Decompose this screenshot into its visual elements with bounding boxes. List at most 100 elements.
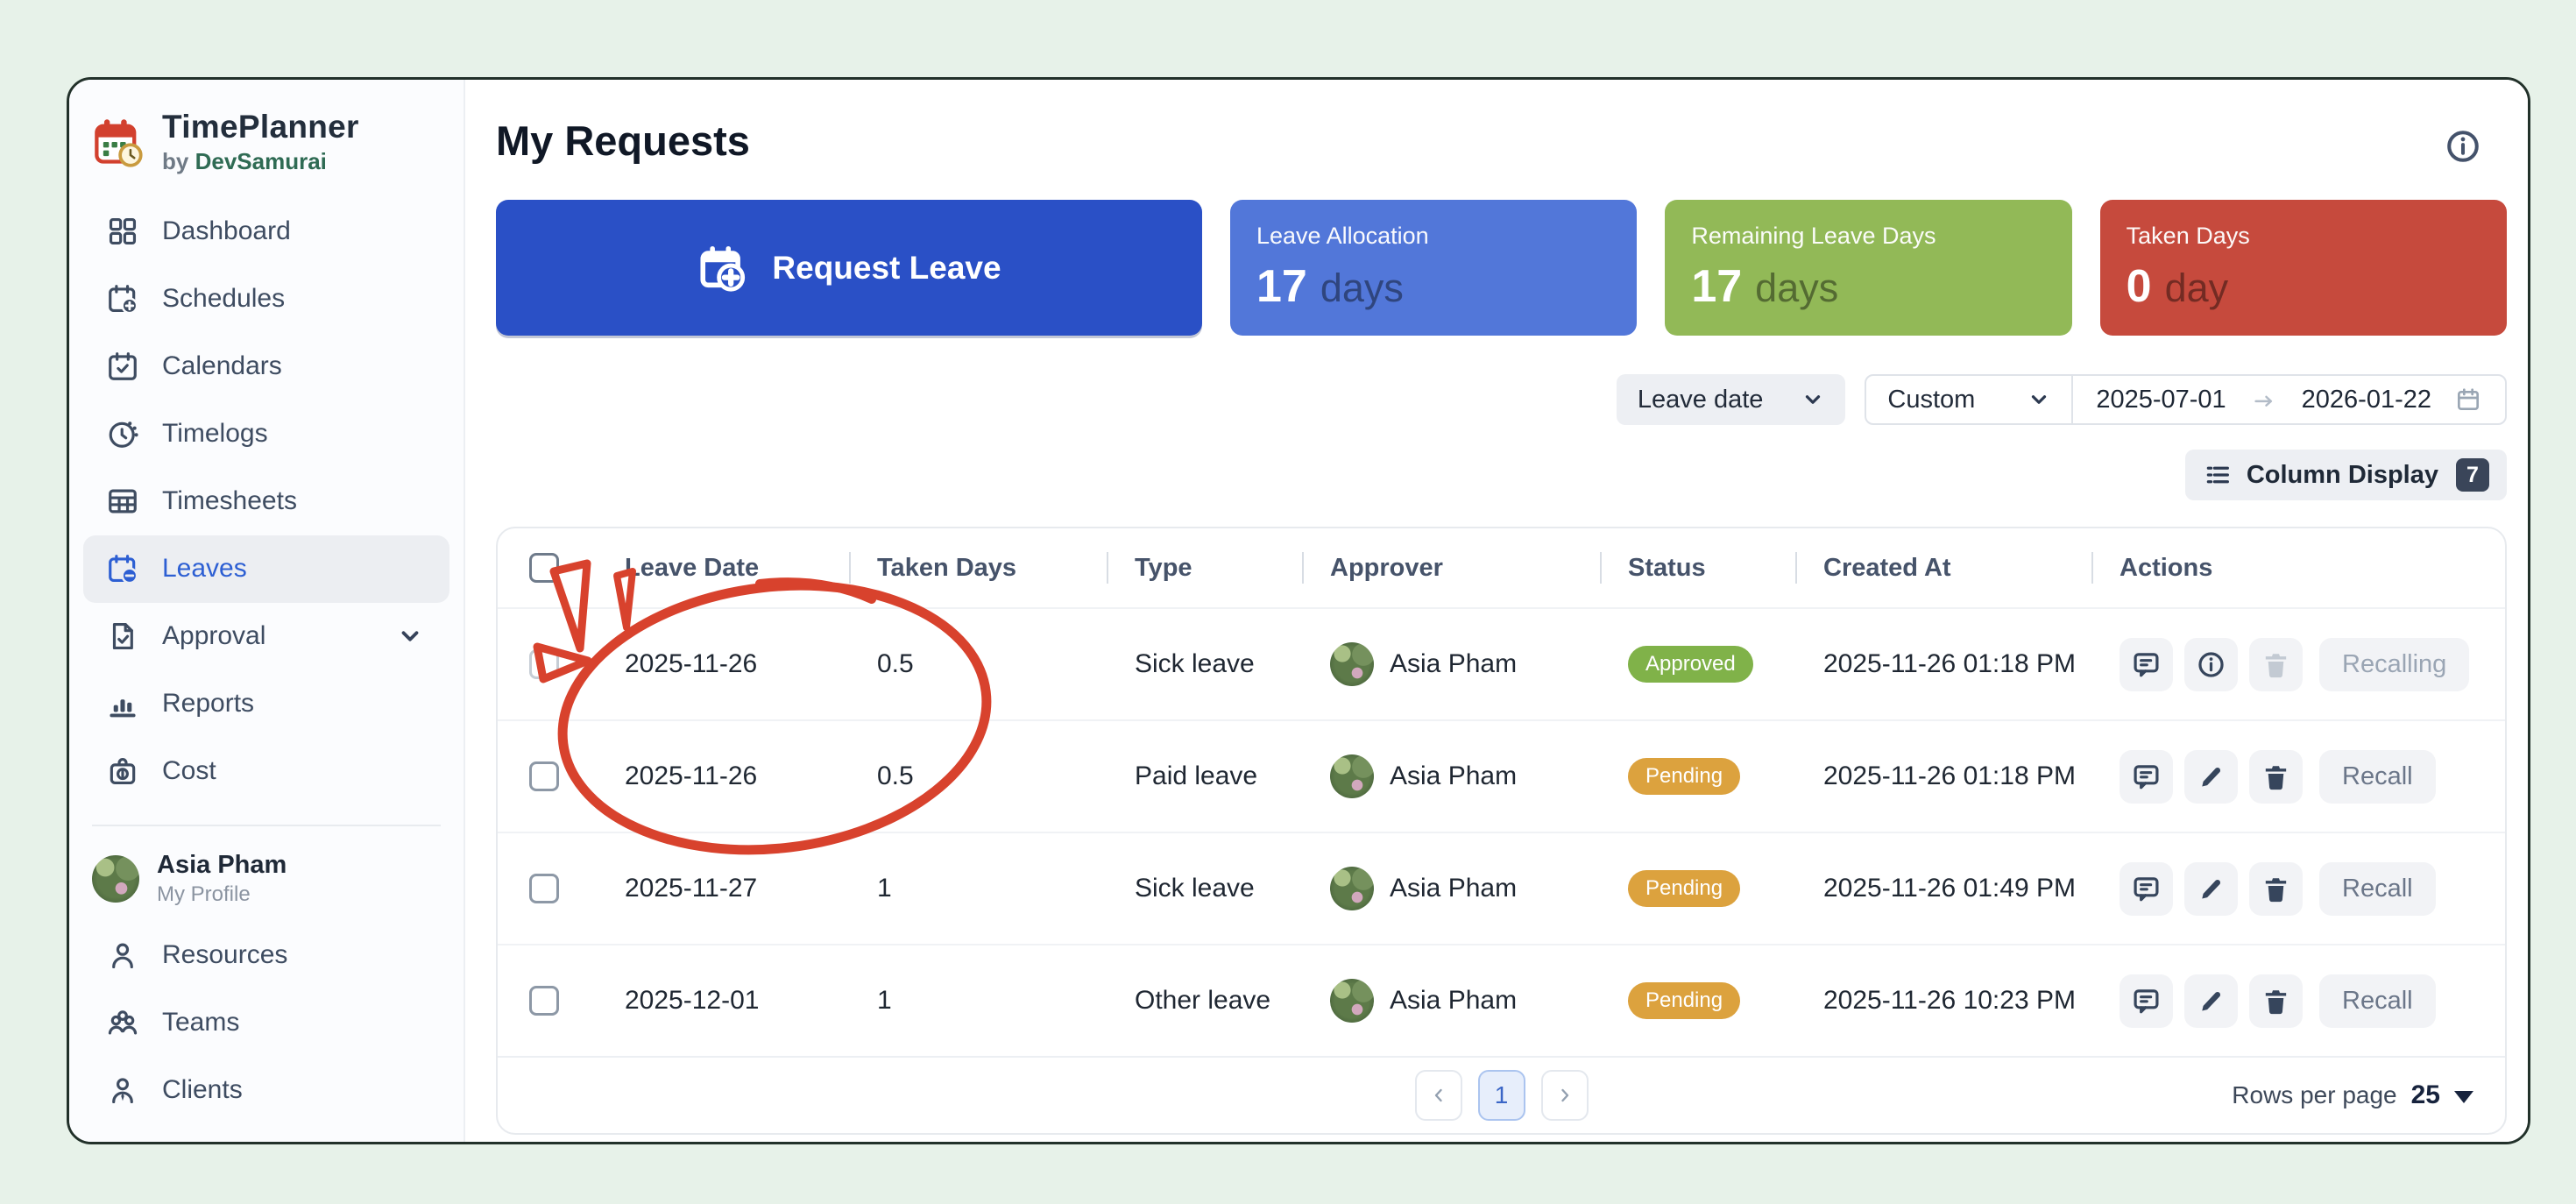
stat-card-leave-allocation: Leave Allocation 17 days (1230, 200, 1638, 336)
edit-button[interactable] (2184, 749, 2238, 804)
sidebar-item-calendars[interactable]: Calendars (83, 333, 449, 400)
sidebar-item-timesheets[interactable]: Timesheets (83, 468, 449, 535)
sidebar-item-dashboard[interactable]: Dashboard (83, 198, 449, 266)
recall-button[interactable]: Recall (2319, 861, 2436, 916)
avatar (1330, 867, 1374, 910)
cell-created-at: 2025-11-26 10:23 PM (1823, 986, 2076, 1015)
caret-down-icon[interactable] (2454, 1091, 2473, 1103)
sidebar-item-schedules[interactable]: Schedules (83, 266, 449, 333)
comment-button[interactable] (2120, 637, 2173, 691)
sidebar-item-cost[interactable]: Cost (83, 738, 449, 805)
column-display-button[interactable]: Column Display 7 (2184, 450, 2507, 500)
row-checkbox[interactable] (529, 761, 559, 791)
cell-taken-days: 1 (877, 874, 892, 903)
sidebar-item-reports[interactable]: Reports (83, 670, 449, 738)
cell-type: Sick leave (1135, 649, 1255, 678)
users-group-icon (106, 1006, 139, 1039)
date-range-group: Custom 2025-07-01 2026-01-22 (1865, 374, 2507, 425)
info-icon (2196, 649, 2226, 680)
request-leave-button[interactable]: Request Leave (496, 200, 1202, 336)
stat-label: Taken Days (2126, 223, 2250, 249)
profile-item[interactable]: Asia Pham My Profile (69, 846, 464, 916)
stat-value: 17 (1256, 261, 1307, 312)
recall-button[interactable]: Recall (2319, 974, 2436, 1028)
chevron-down-icon (393, 623, 427, 649)
document-check-icon (106, 620, 139, 653)
chevron-down-icon (1801, 388, 1824, 411)
row-checkbox[interactable] (529, 986, 559, 1016)
date-range-input[interactable]: 2025-07-01 2026-01-22 (2073, 376, 2505, 423)
avatar (1330, 979, 1374, 1023)
comment-button[interactable] (2120, 749, 2173, 804)
comment-icon (2131, 874, 2162, 904)
cell-type: Other leave (1135, 986, 1271, 1015)
cell-actions: Recall (2091, 974, 2505, 1028)
cell-leave-date: 2025-11-27 (625, 874, 758, 903)
info-icon[interactable] (2444, 127, 2482, 166)
comment-icon (2131, 761, 2162, 792)
cell-taken-days: 1 (877, 986, 892, 1015)
sidebar: TimePlanner by DevSamurai Dashboard Sche… (69, 80, 465, 1142)
details-button[interactable] (2184, 637, 2238, 691)
page-title: My Requests (496, 117, 750, 164)
table-footer: 1 Rows per page 25 (498, 1056, 2505, 1133)
delete-button (2249, 637, 2303, 691)
edit-button[interactable] (2184, 861, 2238, 916)
chevron-left-icon (1428, 1085, 1449, 1106)
requests-table: Leave Date Taken Days Type Approver Stat… (496, 527, 2507, 1135)
trash-icon (2261, 874, 2291, 904)
recall-button[interactable]: Recall (2319, 749, 2436, 804)
timeplanner-logo-icon (92, 116, 145, 168)
sidebar-item-approval[interactable]: Approval (83, 603, 449, 670)
sidebar-nav: Dashboard Schedules Calendars Timelogs T… (69, 193, 464, 805)
date-from[interactable]: 2025-07-01 (2096, 385, 2226, 414)
sidebar-item-timelogs[interactable]: Timelogs (83, 400, 449, 468)
calendar-add-icon (697, 243, 747, 294)
sidebar-item-teams[interactable]: Teams (83, 988, 449, 1056)
next-page-button[interactable] (1540, 1070, 1589, 1121)
delete-button[interactable] (2249, 749, 2303, 804)
cell-actions: Recall (2091, 749, 2505, 804)
sidebar-item-leaves[interactable]: Leaves (83, 535, 449, 603)
comment-button[interactable] (2120, 861, 2173, 916)
calendar-icon (2454, 386, 2482, 414)
main-content: My Requests Request Leave Leave Allocati… (465, 80, 2528, 1142)
stat-unit: day (2164, 266, 2229, 310)
select-all-checkbox[interactable] (529, 553, 559, 583)
cell-approver: Asia Pham (1302, 867, 1600, 910)
app-logo: TimePlanner by DevSamurai (69, 104, 464, 193)
comment-button[interactable] (2120, 974, 2173, 1028)
calendar-plus-icon (106, 282, 139, 315)
cell-type: Sick leave (1135, 874, 1255, 903)
briefcase-dollar-icon (106, 754, 139, 788)
cell-type: Paid leave (1135, 761, 1258, 790)
pencil-icon (2196, 986, 2226, 1016)
delete-button[interactable] (2249, 861, 2303, 916)
sidebar-divider (92, 824, 441, 826)
sidebar-item-resources[interactable]: Resources (83, 921, 449, 988)
column-header-leave-date: Leave Date (625, 553, 760, 582)
row-checkbox[interactable] (529, 874, 559, 903)
chevron-down-icon (2028, 388, 2050, 411)
date-to[interactable]: 2026-01-22 (2301, 385, 2431, 414)
cell-leave-date: 2025-12-01 (625, 986, 760, 1015)
cell-created-at: 2025-11-26 01:18 PM (1823, 649, 2076, 678)
recall-button: Recalling (2319, 637, 2470, 691)
rows-per-page-value[interactable]: 25 (2410, 1080, 2440, 1109)
delete-button[interactable] (2249, 974, 2303, 1028)
column-header-approver: Approver (1302, 554, 1600, 583)
table-header-row: Leave Date Taken Days Type Approver Stat… (498, 528, 2505, 607)
table-row: 2025-12-01 1 Other leave Asia Pham Pendi… (498, 944, 2505, 1056)
rows-per-page: Rows per page 25 (2232, 1080, 2505, 1110)
range-preset-select[interactable]: Custom (1866, 376, 2074, 423)
edit-button[interactable] (2184, 974, 2238, 1028)
app-title: TimePlanner (162, 109, 359, 145)
page-number-button[interactable]: 1 (1477, 1070, 1525, 1121)
column-header-taken-days: Taken Days (849, 554, 1107, 583)
status-badge: Pending (1628, 982, 1741, 1019)
date-field-select[interactable]: Leave date (1616, 374, 1846, 425)
sidebar-item-clients[interactable]: Clients (83, 1056, 449, 1123)
sidebar-footer-nav: Resources Teams Clients (69, 916, 464, 1123)
row-checkbox[interactable] (529, 649, 559, 679)
prev-page-button[interactable] (1414, 1070, 1462, 1121)
